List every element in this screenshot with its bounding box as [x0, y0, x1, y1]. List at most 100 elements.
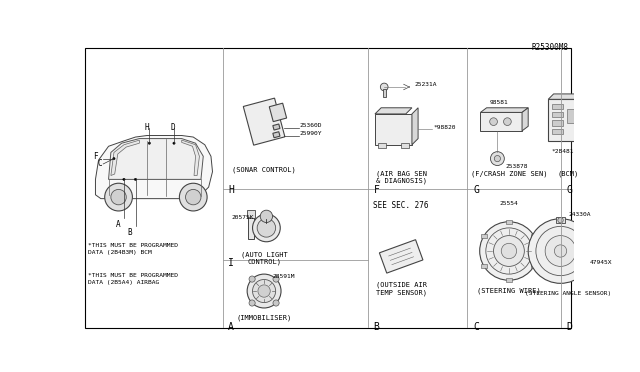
Circle shape: [504, 118, 511, 125]
Text: F: F: [93, 152, 98, 161]
Text: H: H: [228, 185, 234, 195]
Circle shape: [105, 183, 132, 211]
Text: (OUTSIDE AIR: (OUTSIDE AIR: [376, 282, 427, 288]
Bar: [378, 143, 386, 148]
Text: 28591M: 28591M: [273, 274, 295, 279]
Text: 25231A: 25231A: [414, 82, 436, 87]
Text: 20575K: 20575K: [232, 215, 254, 219]
Circle shape: [253, 279, 276, 302]
Bar: [380, 240, 423, 273]
Circle shape: [490, 118, 497, 125]
Circle shape: [249, 276, 255, 282]
Bar: [401, 143, 409, 148]
Circle shape: [247, 274, 281, 308]
Polygon shape: [375, 108, 412, 114]
Circle shape: [260, 210, 273, 222]
Text: H: H: [145, 123, 149, 132]
Bar: [247, 210, 255, 218]
Text: A: A: [116, 220, 121, 229]
Circle shape: [273, 276, 279, 282]
Circle shape: [501, 243, 516, 259]
Circle shape: [179, 183, 207, 211]
Bar: [582, 241, 593, 249]
Polygon shape: [109, 139, 204, 179]
Bar: [383, 89, 386, 97]
Circle shape: [536, 226, 585, 276]
Bar: [506, 278, 512, 282]
Text: TEMP SENSOR): TEMP SENSOR): [376, 289, 427, 296]
Polygon shape: [548, 94, 583, 99]
Text: (AUTO LIGHT: (AUTO LIGHT: [241, 251, 287, 257]
Circle shape: [134, 178, 137, 180]
Text: *THIS MUST BE PROGRAMMED
DATA (2B5A4) AIRBAG: *THIS MUST BE PROGRAMMED DATA (2B5A4) AI…: [88, 273, 178, 285]
Circle shape: [486, 228, 532, 274]
Circle shape: [257, 219, 276, 237]
Bar: [248, 217, 254, 239]
Bar: [531, 264, 538, 267]
Text: *98820: *98820: [433, 125, 456, 129]
Text: 25360D: 25360D: [300, 123, 322, 128]
Bar: [552, 103, 563, 109]
Bar: [552, 129, 563, 134]
Circle shape: [493, 235, 524, 266]
Text: A: A: [228, 322, 234, 332]
Text: (F/CRASH ZONE SEN): (F/CRASH ZONE SEN): [470, 170, 547, 177]
Text: 24330A: 24330A: [568, 212, 591, 217]
Bar: [566, 109, 575, 123]
Polygon shape: [412, 108, 418, 145]
Circle shape: [253, 214, 280, 242]
Polygon shape: [95, 135, 212, 199]
Bar: [273, 124, 280, 130]
Text: G: G: [474, 185, 479, 195]
Text: G: G: [566, 185, 573, 195]
Text: 98581: 98581: [490, 100, 508, 105]
Circle shape: [113, 157, 115, 160]
Polygon shape: [111, 140, 140, 176]
Circle shape: [111, 189, 126, 205]
Circle shape: [258, 285, 270, 297]
Bar: [273, 132, 280, 138]
Text: C: C: [474, 322, 479, 332]
Text: (IMMOBILISER): (IMMOBILISER): [236, 314, 292, 321]
Bar: [480, 112, 522, 131]
Polygon shape: [481, 108, 528, 112]
Circle shape: [490, 152, 504, 166]
Text: 25554: 25554: [500, 201, 518, 206]
Text: 25990Y: 25990Y: [300, 131, 322, 136]
Circle shape: [186, 189, 201, 205]
Bar: [552, 112, 563, 118]
Text: 47945X: 47945X: [590, 260, 612, 265]
Circle shape: [545, 235, 576, 266]
Polygon shape: [577, 94, 583, 141]
Circle shape: [380, 83, 388, 91]
Bar: [269, 103, 287, 122]
Text: F: F: [373, 185, 380, 195]
Text: (BCM): (BCM): [557, 170, 579, 177]
Bar: [548, 99, 577, 141]
Circle shape: [148, 142, 150, 144]
Text: *28481: *28481: [551, 150, 574, 154]
Text: SEE SEC. 276: SEE SEC. 276: [373, 201, 429, 210]
Bar: [585, 108, 591, 117]
Text: B: B: [128, 228, 132, 237]
Bar: [243, 98, 285, 145]
Bar: [552, 121, 563, 126]
Text: B: B: [373, 322, 380, 332]
Circle shape: [173, 142, 175, 144]
Bar: [531, 234, 538, 238]
Bar: [556, 217, 565, 223]
Circle shape: [480, 222, 538, 280]
Bar: [481, 264, 486, 267]
Text: *THIS MUST BE PROGRAMMED
DATA (2B4B3M) BCM: *THIS MUST BE PROGRAMMED DATA (2B4B3M) B…: [88, 243, 178, 255]
Text: 253878: 253878: [505, 164, 527, 169]
Text: C: C: [97, 160, 102, 169]
Text: CONTROL): CONTROL): [247, 259, 281, 265]
Circle shape: [249, 300, 255, 306]
Circle shape: [558, 218, 563, 223]
Text: D: D: [171, 123, 175, 132]
Text: (SONAR CONTROL): (SONAR CONTROL): [232, 166, 296, 173]
Text: (STEERING ANGLE SENSOR): (STEERING ANGLE SENSOR): [525, 291, 611, 296]
Text: (STEERING WIRE): (STEERING WIRE): [477, 287, 541, 294]
Circle shape: [494, 155, 500, 162]
Circle shape: [273, 300, 279, 306]
